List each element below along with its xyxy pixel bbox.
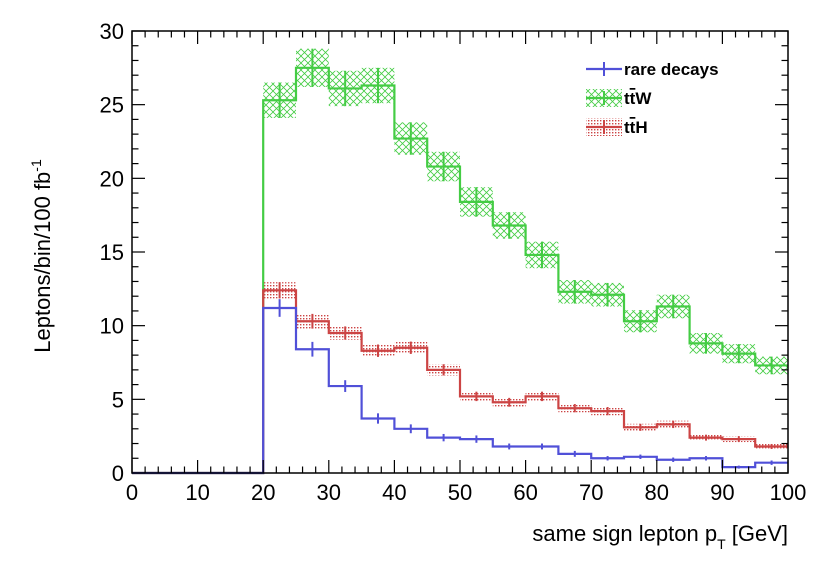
x-tick-label: 40	[382, 480, 406, 505]
legend-label-tth: ttH	[624, 118, 648, 137]
legend-entry-ttw: ttW	[586, 89, 652, 108]
legend: rare decays ttW ttH	[586, 60, 719, 137]
x-tick-label: 100	[770, 480, 807, 505]
legend-entry-rare-decays: rare decays	[586, 60, 719, 79]
x-tick-label: 90	[710, 480, 734, 505]
x-tick-label: 10	[185, 480, 209, 505]
series-ttw	[132, 48, 788, 475]
legend-label-ttw: ttW	[624, 89, 652, 108]
legend-label-rare-decays: rare decays	[624, 60, 719, 79]
y-tick-label: 10	[100, 314, 124, 339]
series-rare-decays	[132, 299, 788, 475]
step-line-ttw	[132, 66, 788, 475]
y-axis-title: Leptons/bin/100 fb-1	[28, 159, 55, 353]
y-tick-label: 0	[112, 461, 124, 486]
y-tick-label: 5	[112, 387, 124, 412]
plot-frame	[131, 30, 789, 474]
x-tick-label: 70	[579, 480, 603, 505]
x-tick-label: 60	[513, 480, 537, 505]
x-tick-label: 20	[251, 480, 275, 505]
x-tick-label: 30	[317, 480, 341, 505]
plot-area	[132, 48, 788, 475]
y-tick-label: 30	[100, 19, 124, 44]
y-tick-label: 15	[100, 240, 124, 265]
x-tick-label: 0	[126, 480, 138, 505]
x-axis-title: same sign lepton pT [GeV]	[532, 521, 788, 552]
x-tick-label: 50	[448, 480, 472, 505]
legend-entry-tth: ttH	[586, 118, 648, 137]
axes: 0 10 20 30 40 50 60 70 80 90 100 0 5 10 15 20 25 30	[100, 19, 807, 505]
x-tick-label: 80	[645, 480, 669, 505]
step-line-tth	[132, 289, 788, 475]
y-tick-label: 25	[100, 93, 124, 118]
y-tick-label: 20	[100, 166, 124, 191]
series-tth	[132, 282, 788, 475]
